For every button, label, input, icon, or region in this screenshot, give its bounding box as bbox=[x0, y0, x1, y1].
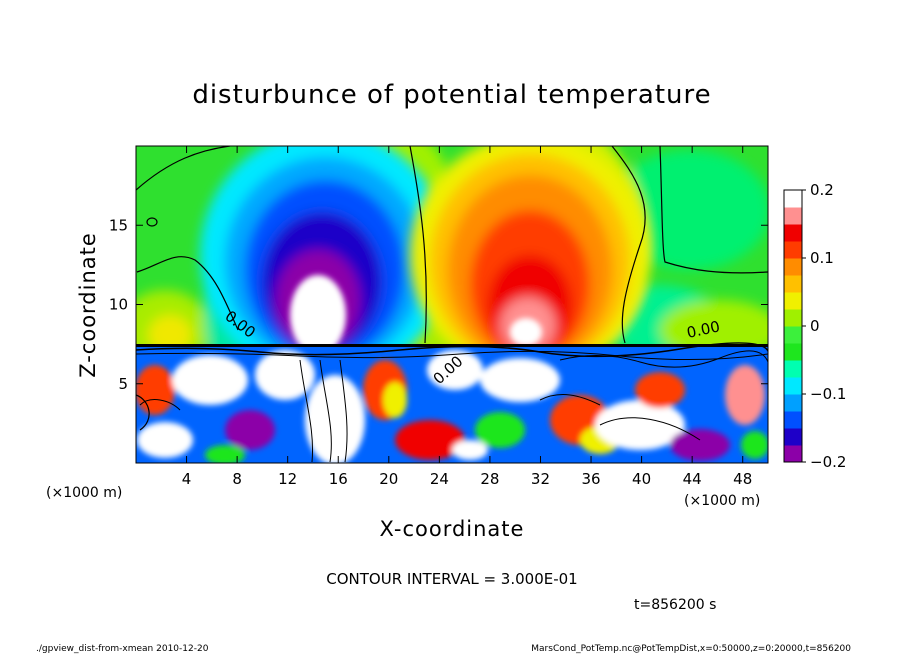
colorbar-tick-label: −0.2 bbox=[810, 453, 846, 471]
y-tick-label: 10 bbox=[109, 296, 128, 314]
y-axis-unit: (×1000 m) bbox=[46, 485, 122, 501]
colorbar-swatch bbox=[784, 309, 802, 327]
footer-right: MarsCond_PotTemp.nc@PotTempDist,x=0:5000… bbox=[531, 644, 851, 654]
interface-band bbox=[136, 342, 768, 368]
colorbar-swatch bbox=[784, 258, 802, 276]
x-axis-label: X-coordinate bbox=[380, 517, 525, 541]
y-axis-label: Z-coordinate bbox=[76, 232, 100, 378]
colorbar-swatch bbox=[784, 445, 802, 463]
colorbar-tick-label: 0 bbox=[810, 317, 820, 335]
x-tick-label: 12 bbox=[278, 470, 297, 488]
colorbar-tick-label: −0.1 bbox=[810, 385, 846, 403]
colorbar-ticks: 0.2 0.1 0 −0.1 −0.2 bbox=[802, 181, 846, 471]
x-tick-label: 36 bbox=[581, 470, 600, 488]
colorbar-swatch bbox=[784, 275, 802, 293]
colorbar bbox=[784, 190, 802, 463]
colorbar-swatch bbox=[784, 360, 802, 378]
colorbar-swatch bbox=[784, 190, 802, 208]
mixed-layer bbox=[136, 346, 768, 463]
colorbar-tick-label: 0.1 bbox=[810, 249, 834, 267]
colorbar-swatch bbox=[784, 224, 802, 242]
x-tick-label: 28 bbox=[480, 470, 499, 488]
x-axis: 4 8 12 16 20 24 28 32 36 40 44 48 bbox=[182, 146, 752, 488]
y-axis: 5 10 15 bbox=[109, 216, 768, 393]
plot-area: 0.00 0.00 0.00 bbox=[136, 146, 768, 463]
footer-left: ./gpview_dist-from-xmean 2010-12-20 bbox=[36, 644, 209, 654]
colorbar-tick-label: 0.2 bbox=[810, 181, 834, 199]
x-tick-label: 32 bbox=[531, 470, 550, 488]
x-tick-label: 8 bbox=[232, 470, 242, 488]
x-tick-label: 40 bbox=[632, 470, 651, 488]
colorbar-swatch bbox=[784, 394, 802, 412]
x-axis-unit: (×1000 m) bbox=[684, 493, 760, 509]
colorbar-swatch bbox=[784, 292, 802, 310]
x-tick-label: 4 bbox=[182, 470, 192, 488]
colorbar-swatch bbox=[784, 377, 802, 395]
y-tick-label: 15 bbox=[109, 216, 128, 234]
warm-core bbox=[510, 318, 542, 346]
x-tick-label: 16 bbox=[329, 470, 348, 488]
colorbar-swatch bbox=[784, 428, 802, 446]
contour-interval: CONTOUR INTERVAL = 3.000E-01 bbox=[326, 570, 577, 588]
colorbar-swatch bbox=[784, 343, 802, 361]
zero-contours bbox=[136, 146, 768, 431]
cold-core bbox=[290, 275, 346, 355]
y-tick-label: 5 bbox=[118, 375, 128, 393]
x-tick-label: 20 bbox=[379, 470, 398, 488]
x-tick-label: 48 bbox=[733, 470, 752, 488]
time-label: t=856200 s bbox=[634, 597, 716, 613]
x-tick-label: 24 bbox=[430, 470, 449, 488]
colorbar-swatch bbox=[784, 411, 802, 429]
colorbar-swatch bbox=[784, 326, 802, 344]
chart-title: disturbunce of potential temperature bbox=[192, 80, 711, 110]
colorbar-swatch bbox=[784, 207, 802, 225]
x-tick-label: 44 bbox=[683, 470, 702, 488]
warm-plume bbox=[410, 146, 650, 375]
colorbar-swatch bbox=[784, 241, 802, 259]
